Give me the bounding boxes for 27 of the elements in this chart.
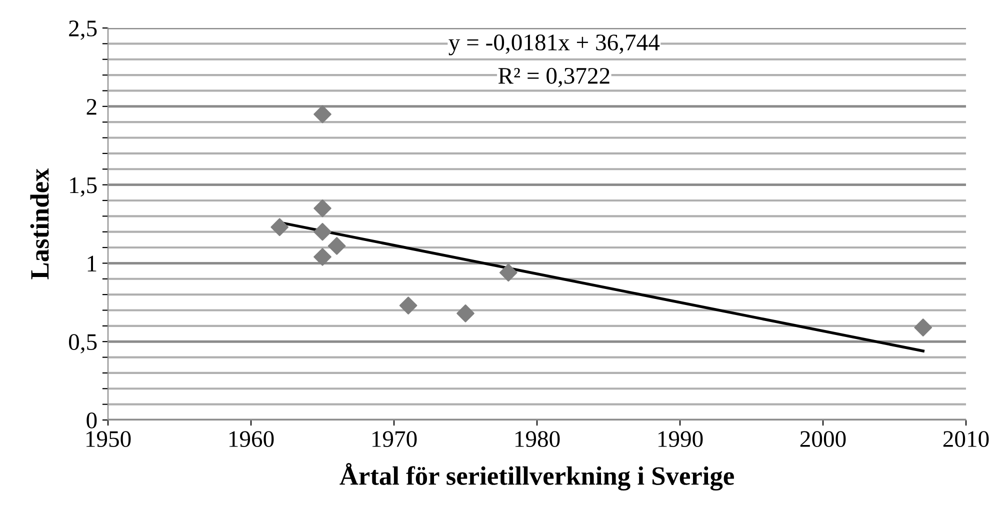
y-tick-label: 0 [86,412,97,428]
x-axis-title: Årtal för serietillverkning i Sverige [340,462,734,491]
y-tick-label: 0,5 [68,334,97,354]
point [456,304,474,322]
x-tick-label: 1980 [515,431,560,448]
point [270,218,289,236]
x-tick-label: 2010 [943,431,989,448]
point [314,199,332,218]
y-tick-label: 2 [86,98,96,115]
y-tick-label: 1 [88,256,96,272]
y-tick-label: 1,5 [70,177,97,197]
x-tick-label: 1990 [658,431,703,448]
point [399,296,418,314]
x-tick-label: 1970 [372,431,417,448]
point [914,318,932,336]
point [328,237,346,255]
annotation: R² = 0,3722 [498,68,610,88]
point [314,248,332,266]
point [314,222,332,241]
x-tick-label: 2000 [800,431,846,448]
x-tick-label: 1950 [86,431,131,448]
y-tick-label: 2,5 [69,20,97,40]
point [499,264,518,282]
annotation: y = -0,0181x + 36,744 [448,34,660,56]
x-tick-label: 1960 [229,431,274,448]
y-axis-title: Lastindex [30,168,49,280]
point [314,105,332,124]
